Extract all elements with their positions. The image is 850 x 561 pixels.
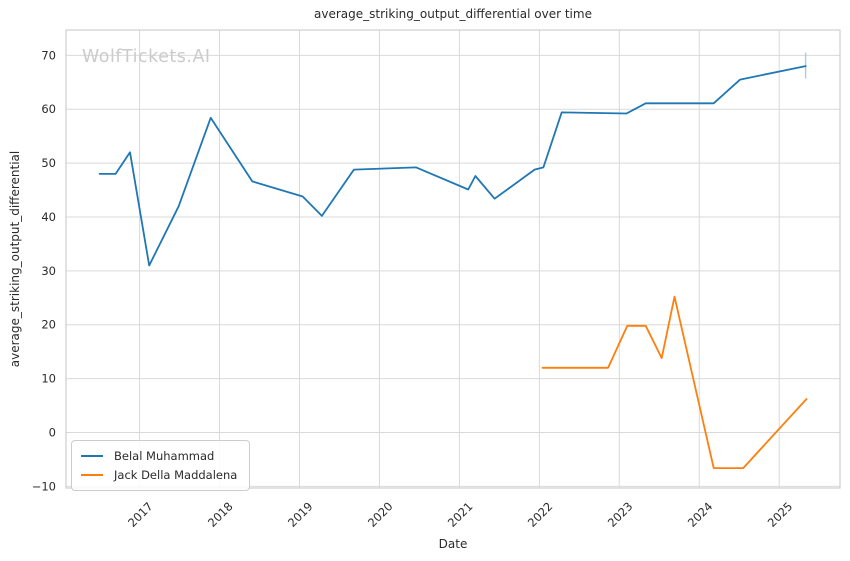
legend-item: Jack Della Maddalena [81, 465, 237, 484]
chart-title: average_striking_output_differential ove… [314, 7, 592, 21]
x-tick-label: 2023 [605, 499, 636, 530]
legend-label: Jack Della Maddalena [114, 467, 238, 482]
x-tick-label: 2025 [765, 499, 796, 530]
legend-line-swatch-icon [81, 454, 103, 457]
x-tick-label: 2019 [285, 499, 316, 530]
x-tick-label: 2022 [525, 499, 556, 530]
x-tick-label: 2021 [445, 499, 476, 530]
watermark: WolfTickets.AI [82, 47, 211, 67]
x-tick-label: 2020 [365, 499, 396, 530]
series-line-jack-della-maddalena [541, 295, 808, 470]
y-tick-label: 70 [41, 48, 56, 62]
y-tick-label: −10 [32, 479, 56, 493]
y-tick-label: 50 [41, 156, 56, 170]
y-tick-label: 30 [41, 264, 56, 278]
y-tick-label: 60 [41, 102, 56, 116]
plot-border [65, 29, 841, 489]
y-tick-label: 10 [41, 372, 56, 386]
legend-line-swatch-icon [81, 473, 103, 476]
x-tick-label: 2024 [685, 499, 716, 530]
x-tick-label: 2017 [125, 499, 156, 530]
y-tick-label: 40 [41, 210, 56, 224]
y-tick-label: 0 [49, 426, 56, 440]
y-tick-label: 20 [41, 318, 56, 332]
x-tick-label: 2018 [205, 499, 236, 530]
legend-label: Belal Muhammad [114, 448, 215, 463]
legend: Belal Muhammad Jack Della Maddalena [71, 440, 251, 491]
series-line-belal-muhammad [98, 65, 807, 267]
y-axis-label: average_striking_output_differential [8, 150, 23, 368]
x-axis-label: Date [438, 537, 468, 551]
legend-item: Belal Muhammad [81, 446, 237, 465]
